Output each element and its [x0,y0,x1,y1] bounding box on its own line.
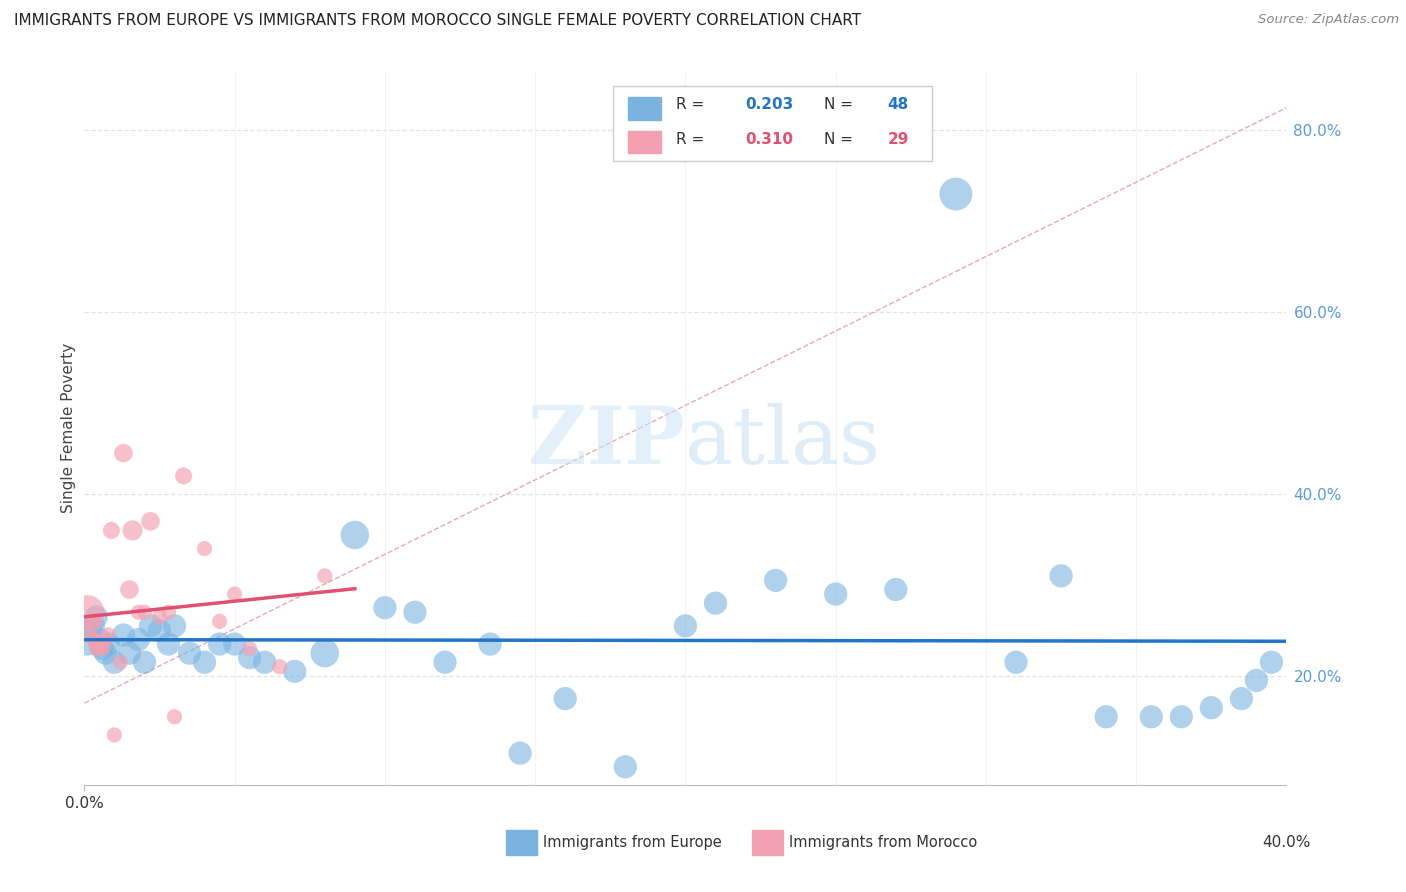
Text: Immigrants from Morocco: Immigrants from Morocco [789,835,977,849]
FancyBboxPatch shape [613,86,932,161]
Point [97,637,120,651]
Text: Source: ZipAtlas.com: Source: ZipAtlas.com [1258,13,1399,27]
Point [224,587,246,601]
Point [91,641,114,656]
Point [314,646,336,660]
Point [76,605,98,619]
Point [284,665,307,679]
Point [179,646,201,660]
Point [343,528,366,542]
Text: ZIP: ZIP [529,403,686,482]
Point [404,605,426,619]
Point [884,582,907,597]
Point [118,646,141,660]
Point [614,760,637,774]
Point [434,655,457,669]
Point [224,637,246,651]
Point [157,637,180,651]
Text: IMMIGRANTS FROM EUROPE VS IMMIGRANTS FROM MOROCCO SINGLE FEMALE POVERTY CORRELAT: IMMIGRANTS FROM EUROPE VS IMMIGRANTS FRO… [14,13,862,29]
Point [118,582,141,597]
Point [479,637,502,651]
Point [82,632,104,647]
Point [374,600,396,615]
Point [112,446,135,460]
Text: R =: R = [676,97,709,112]
Point [103,655,125,669]
Point [86,637,108,651]
Text: N =: N = [824,97,858,112]
Point [134,605,156,619]
Text: 0.310: 0.310 [745,132,793,146]
Point [239,641,262,656]
Point [94,632,117,647]
Text: N =: N = [824,132,858,146]
Point [86,609,108,624]
Point [1050,569,1073,583]
Point [194,541,217,556]
Point [239,650,262,665]
Point [110,655,132,669]
Point [314,569,336,583]
Point [148,609,170,624]
Point [1170,710,1192,724]
Text: atlas: atlas [686,403,880,482]
Bar [627,131,661,153]
Point [253,655,276,669]
Point [76,637,98,651]
Point [148,624,170,638]
Point [1005,655,1028,669]
Point [1140,710,1163,724]
Point [163,619,186,633]
Point [79,619,101,633]
Point [1260,655,1282,669]
Point [1246,673,1268,688]
Point [163,710,186,724]
Point [79,628,101,642]
Point [97,628,120,642]
Point [704,596,727,610]
Point [208,615,231,629]
Point [103,728,125,742]
Y-axis label: Single Female Poverty: Single Female Poverty [60,343,76,513]
Point [1095,710,1118,724]
Text: 29: 29 [887,132,908,146]
Point [127,632,149,647]
Point [82,619,104,633]
Point [194,655,217,669]
Point [1201,700,1223,714]
Point [554,691,576,706]
Point [86,641,108,656]
Point [89,637,111,651]
Point [91,641,114,656]
Point [824,587,846,601]
Point [139,514,162,528]
Text: 0.203: 0.203 [745,97,794,112]
Point [675,619,697,633]
Point [945,187,967,202]
Text: 40.0%: 40.0% [1263,836,1310,850]
Point [269,660,291,674]
Point [127,605,149,619]
Point [100,524,122,538]
Point [112,628,135,642]
Point [134,655,156,669]
Bar [627,97,661,120]
Point [1230,691,1253,706]
Point [208,637,231,651]
Text: 48: 48 [887,97,908,112]
Point [765,574,787,588]
Point [157,605,180,619]
Point [94,646,117,660]
Point [82,615,104,629]
Point [121,524,143,538]
Text: Immigrants from Europe: Immigrants from Europe [543,835,721,849]
Point [139,619,162,633]
Point [173,469,195,483]
Text: R =: R = [676,132,709,146]
Point [509,746,531,760]
Point [89,632,111,647]
